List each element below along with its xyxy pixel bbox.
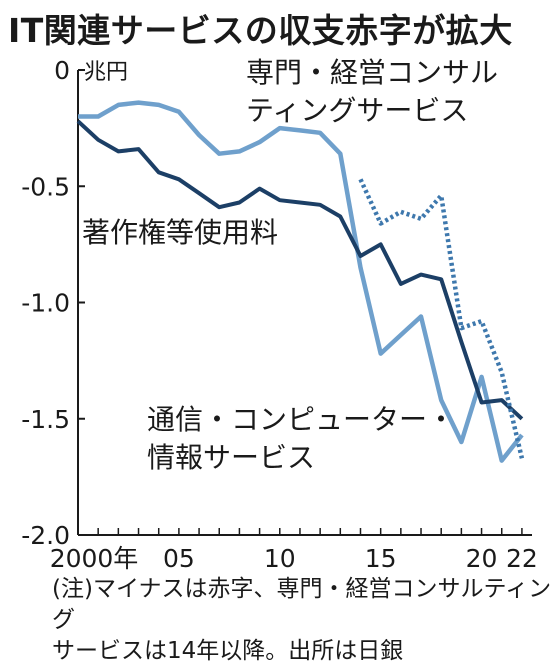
y-tick-label: -1.5 xyxy=(21,405,70,434)
x-tick-label: 2000年 xyxy=(50,544,139,573)
chart-title: IT関連サービスの収支赤字が拡大 xyxy=(8,11,513,50)
telecom-label-line2: 情報サービス xyxy=(147,441,316,474)
y-tick-label: 0 xyxy=(54,56,70,85)
axis-ticks: 0 -0.5 -1.0 -1.5 -2.0 兆円 2000年 05 10 15 20 22 xyxy=(21,56,538,573)
line-chart: 0 -0.5 -1.0 -1.5 -2.0 兆円 2000年 05 10 15 20 22 xyxy=(21,56,538,573)
series-line-3 xyxy=(358,178,525,459)
x-tick-label: 22 xyxy=(506,544,538,573)
y-tick-label: -2.0 xyxy=(21,521,70,550)
series-line-2 xyxy=(76,119,524,421)
x-tick-label: 05 xyxy=(163,544,195,573)
y-tick-label: -1.0 xyxy=(21,289,70,318)
series-lines xyxy=(76,100,525,463)
consulting-label-line2: ティングサービス xyxy=(246,94,469,127)
y-tick-label: -0.5 xyxy=(21,172,70,201)
royalty-label-text: 著作権等使用料 xyxy=(82,216,279,249)
footnote-line2: サービスは14年以降。出所は日銀 xyxy=(52,638,404,664)
footnote-line1: (注)マイナスは赤字、専門・経営コンサルティング xyxy=(52,576,552,633)
y-unit-label: 兆円 xyxy=(84,60,128,85)
x-tick-label: 15 xyxy=(365,544,397,573)
royalty-series-label: 著作権等使用料 xyxy=(82,214,278,252)
consulting-label-line1: 専門・経営コンサル xyxy=(246,56,499,89)
consulting-series-label: 専門・経営コンサル ティングサービス xyxy=(246,54,498,130)
x-tick-label: 10 xyxy=(264,544,296,573)
footnote: (注)マイナスは赤字、専門・経営コンサルティング サービスは14年以降。出所は日… xyxy=(52,574,552,667)
telecom-label-line1: 通信・コンピューター・ xyxy=(147,403,456,436)
telecom-series-label: 通信・コンピューター・ 情報サービス xyxy=(147,401,455,477)
x-tick-label: 20 xyxy=(466,544,498,573)
series-line-1 xyxy=(78,100,524,463)
